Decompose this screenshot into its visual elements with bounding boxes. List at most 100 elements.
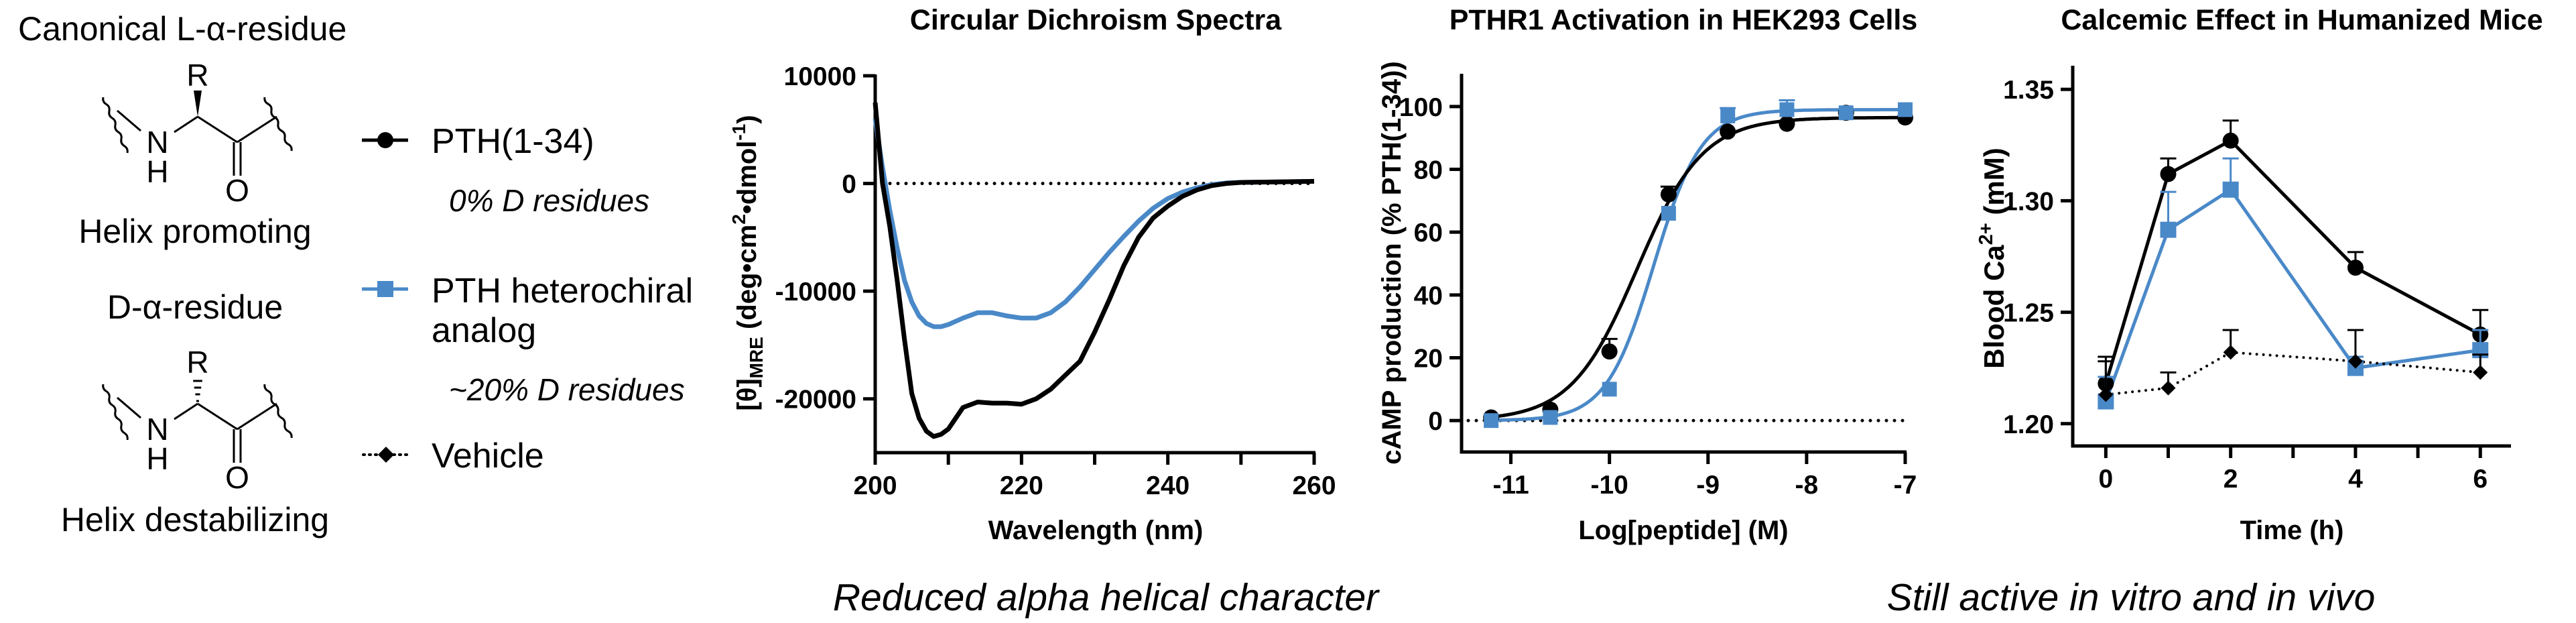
legend-note: ~20% D residues: [449, 372, 685, 407]
legend-label: PTH heterochiral: [432, 272, 693, 310]
x-tick-label: 4: [2348, 465, 2363, 494]
calcemic-chart-title: Calcemic Effect in Humanized Mice: [2061, 4, 2542, 36]
y-tick-label: 40: [1414, 282, 1443, 310]
y-tick-label: 1.35: [2003, 76, 2054, 105]
data-point-square: [1898, 102, 1913, 117]
y-tick-label: 20: [1414, 345, 1443, 374]
pthr1-x-axis-label: Log[peptide] (M): [1578, 516, 1788, 545]
data-point-square: [1484, 413, 1499, 429]
bond: [237, 115, 277, 144]
data-point-square: [1602, 382, 1617, 397]
calcemic-plot: 0 2 4 6 1.20 1.25 1.30 1.35: [2003, 66, 2511, 494]
data-point-diamond: [2223, 345, 2238, 360]
data-point-square: [2222, 181, 2239, 198]
y-tick-label: 10000: [784, 62, 856, 91]
cd-plot: 200 220 240 260 -20000 -10000 0 10000: [775, 62, 1336, 500]
data-point-circle: [1779, 115, 1795, 132]
legend: PTH(1-34) 0% D residues PTH heterochiral…: [362, 122, 693, 475]
square-marker-icon: [377, 281, 393, 297]
cd-y-axis-label: [θ]MRE (deg•cm2•dmol-1): [728, 115, 767, 410]
legend-item-pth134: PTH(1-34) 0% D residues: [362, 122, 649, 218]
pthr1-chart-title: PTHR1 Activation in HEK293 Cells: [1450, 4, 1918, 36]
data-point-circle: [2347, 260, 2364, 276]
d-residue-caption: Helix destabilizing: [61, 501, 329, 539]
bond: [117, 396, 141, 419]
activity-caption: Still active in vitro and in vivo: [1887, 576, 2376, 619]
y-tick-label: 60: [1414, 219, 1443, 247]
y-tick-label: 80: [1414, 156, 1443, 185]
legend-item-vehicle: Vehicle: [362, 437, 544, 475]
atom-label: O: [225, 460, 249, 495]
data-point-circle: [1660, 186, 1677, 203]
atom-label: O: [225, 173, 249, 208]
y-tick-label: 0: [1428, 407, 1443, 436]
calcemic-y-axis-label: Blood Ca2+ (mM): [1976, 148, 2010, 368]
wavy-bond-right: [263, 97, 293, 152]
diamond-marker-icon: [378, 447, 394, 463]
bond: [174, 402, 198, 420]
pthr1-plot: -11 -10 -9 -8 -7 0 20 40 60 80 100: [1399, 74, 1917, 500]
fit-curve: [1491, 108, 1904, 422]
atom-label: H: [146, 441, 168, 476]
x-tick-label: -10: [1590, 471, 1628, 500]
atom-label: R: [186, 345, 208, 380]
x-tick-label: -11: [1492, 471, 1529, 500]
l-residue-caption: Helix promoting: [78, 213, 311, 250]
legend-label-line2: analog: [432, 311, 536, 350]
cd-caption: Reduced alpha helical character: [833, 576, 1380, 619]
wavy-bond-left: [102, 97, 129, 154]
legend-item-heterochiral: PTH heterochiral analog ~20% D residues: [362, 272, 693, 407]
cd-chart-title: Circular Dichroism Spectra: [910, 4, 1283, 36]
l-residue-structure: RNH O: [102, 58, 293, 208]
skeleton: RNH O: [117, 345, 293, 495]
data-point-circle: [2160, 166, 2177, 182]
skeleton: RNH O: [117, 58, 293, 208]
data-point-circle: [2222, 132, 2239, 149]
pthr1-y-axis-label: cAMP production (% PTH(1-34)): [1377, 61, 1407, 465]
data-point-square: [2160, 221, 2177, 238]
legend-label: PTH(1-34): [432, 122, 594, 161]
series-line: [2104, 187, 2481, 402]
data-point-square: [1661, 206, 1676, 221]
data-point-circle: [1720, 123, 1736, 140]
wedge-bond: [194, 91, 202, 117]
atom-label: N: [146, 125, 168, 160]
x-tick-label: -8: [1795, 471, 1819, 500]
cd-x-axis-label: Wavelength (nm): [988, 516, 1204, 545]
x-tick-label: 200: [853, 471, 897, 500]
bond: [197, 402, 238, 431]
d-residue-structure: RNH O: [102, 345, 293, 495]
y-tick-label: 100: [1399, 93, 1443, 122]
y-tick-label: 0: [842, 170, 856, 199]
data-point-diamond: [2473, 365, 2488, 380]
y-tick-label: 1.20: [2003, 410, 2054, 439]
x-tick-label: -9: [1696, 471, 1720, 500]
data-point-circle: [1601, 343, 1618, 360]
series-line-heterochiral: [873, 118, 1315, 329]
x-tick-label: -7: [1894, 471, 1917, 500]
legend-note: 0% D residues: [449, 183, 649, 218]
x-tick-label: 260: [1292, 471, 1336, 500]
series-line-pth134: [873, 102, 1315, 439]
y-tick-label: 1.30: [2003, 187, 2054, 216]
wavy-bond-right: [263, 384, 293, 439]
data-point-diamond: [2098, 387, 2114, 402]
x-tick-label: 2: [2224, 465, 2238, 494]
bond: [237, 402, 277, 431]
bond: [174, 115, 198, 133]
circle-marker-icon: [377, 132, 393, 148]
calcemic-x-axis-label: Time (h): [2240, 516, 2344, 545]
x-tick-label: 240: [1146, 471, 1189, 500]
d-residue-title: D-α-residue: [107, 288, 283, 326]
fit-curve: [1490, 115, 1904, 419]
bond: [197, 115, 238, 144]
data-point-square: [1720, 108, 1736, 123]
data-point-square: [1838, 105, 1854, 121]
atom-label: H: [146, 154, 168, 189]
y-tick-label: -10000: [775, 278, 856, 306]
atom-label: R: [186, 58, 208, 93]
data-point-square: [1779, 102, 1795, 117]
data-point-diamond: [2161, 380, 2176, 396]
